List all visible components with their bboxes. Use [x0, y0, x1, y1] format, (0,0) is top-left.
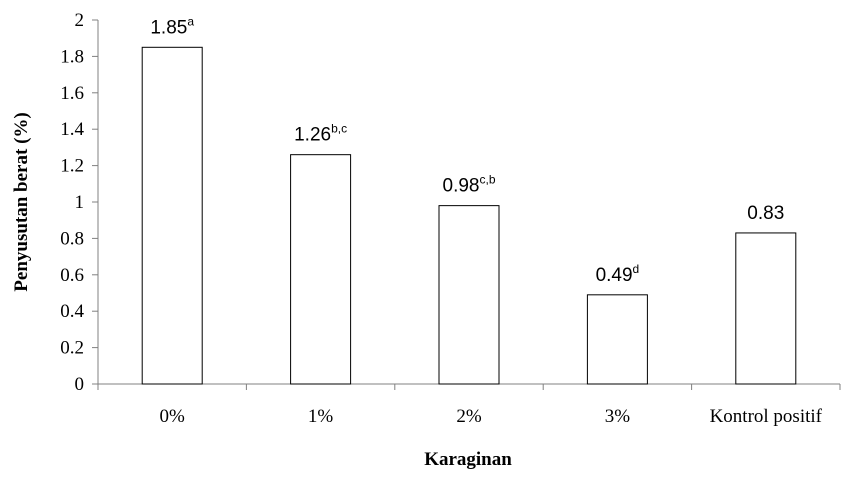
bar	[586, 294, 648, 385]
y-axis: 0 0.2 0.4 0.6 0.8 1 1.2 1.4 1.6 1.8 2	[60, 10, 99, 395]
data-label: 1.85a	[150, 14, 194, 38]
data-label: 0.49d	[596, 262, 640, 286]
x-tick-label: 0%	[160, 406, 186, 427]
y-axis-title: Penyusutan berat (%)	[11, 112, 32, 291]
x-tick-label: 2%	[456, 406, 482, 427]
y-tick-label: 1.8	[60, 46, 84, 67]
bar	[735, 232, 797, 385]
x-tick-label: 1%	[308, 406, 334, 427]
bars	[141, 46, 797, 385]
data-labels: 1.85a 1.26b,c 0.98c,b 0.49d 0.83	[150, 14, 784, 286]
y-tick-label: 2	[75, 10, 85, 31]
y-tick-label: 1.2	[60, 156, 84, 177]
bar	[438, 205, 500, 385]
y-tick-label: 0.8	[60, 228, 84, 249]
x-axis-title: Karaginan	[424, 449, 512, 470]
data-label: 0.83	[747, 203, 784, 224]
data-label: 0.98c,b	[443, 173, 496, 197]
y-tick-label: 0.2	[60, 338, 84, 359]
y-tick-label: 0.4	[60, 301, 84, 322]
y-tick-label: 1	[75, 192, 85, 213]
bar	[141, 46, 203, 385]
x-tick-label: 3%	[605, 406, 631, 427]
y-tick-label: 1.6	[60, 83, 84, 104]
y-tick-label: 1.4	[60, 119, 84, 140]
data-label: 1.26b,c	[294, 122, 347, 146]
y-tick-label: 0.6	[60, 265, 84, 286]
x-axis: 0% 1% 2% 3% Kontrol positif	[97, 383, 841, 427]
y-tick-label: 0	[75, 374, 85, 395]
bar	[290, 154, 352, 385]
x-tick-label: Kontrol positif	[710, 406, 823, 427]
